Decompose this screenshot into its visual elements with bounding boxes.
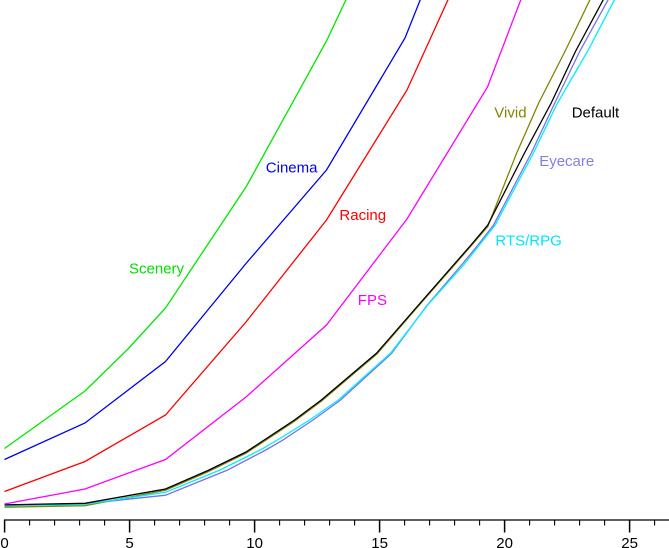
svg-text:0: 0 — [0, 535, 8, 548]
svg-text:10: 10 — [246, 535, 263, 548]
svg-text:FPS: FPS — [358, 292, 387, 309]
svg-text:5: 5 — [125, 535, 133, 548]
svg-text:Racing: Racing — [339, 207, 386, 224]
svg-text:15: 15 — [371, 535, 388, 548]
svg-text:20: 20 — [496, 535, 513, 548]
svg-text:Scenery: Scenery — [129, 261, 185, 278]
svg-text:Default: Default — [572, 104, 620, 121]
svg-text:RTS/RPG: RTS/RPG — [495, 232, 561, 249]
svg-text:Vivid: Vivid — [494, 104, 526, 121]
svg-text:Cinema: Cinema — [266, 159, 318, 176]
svg-text:25: 25 — [621, 535, 638, 548]
svg-text:Eyecare: Eyecare — [539, 153, 594, 170]
